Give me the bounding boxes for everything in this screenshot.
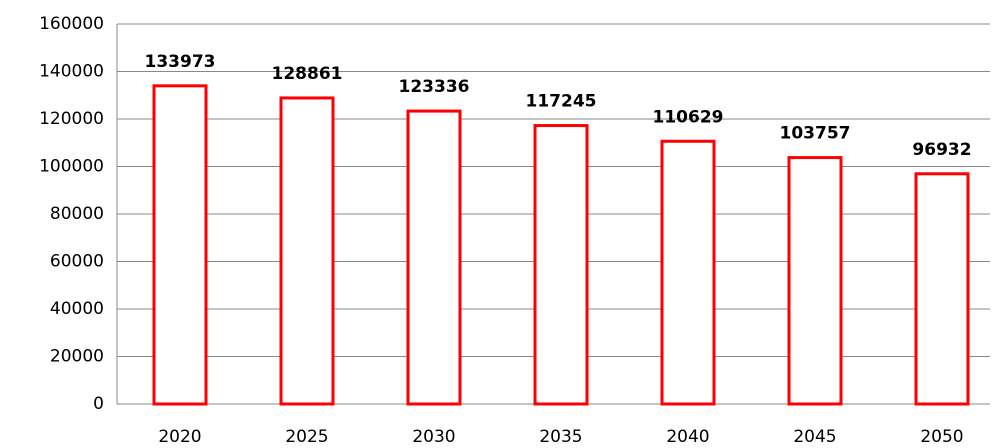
- y-tick-label: 60000: [50, 252, 104, 272]
- y-tick-label: 160000: [39, 14, 104, 34]
- bar: [660, 139, 716, 406]
- data-label: 123336: [399, 77, 470, 97]
- data-label: 110629: [653, 107, 724, 127]
- x-tick-label: 2030: [412, 427, 455, 447]
- y-tick-label: 120000: [39, 109, 104, 129]
- y-tick-label: 40000: [50, 299, 104, 319]
- x-tick-label: 2050: [920, 427, 963, 447]
- y-tick-label: 140000: [39, 62, 104, 82]
- bar: [152, 84, 208, 406]
- y-tick-label: 0: [93, 394, 104, 414]
- data-label: 103757: [780, 124, 851, 144]
- bar: [914, 172, 970, 406]
- bar: [533, 124, 589, 406]
- y-tick-label: 80000: [50, 204, 104, 224]
- x-tick-label: 2040: [666, 427, 709, 447]
- data-label: 96932: [912, 140, 971, 160]
- x-tick-label: 2025: [285, 427, 328, 447]
- bar: [279, 96, 335, 406]
- data-label: 128861: [272, 64, 343, 84]
- data-label: 133973: [145, 52, 216, 72]
- y-tick-label: 20000: [50, 347, 104, 367]
- x-tick-label: 2035: [539, 427, 582, 447]
- bar: [787, 156, 843, 406]
- x-tick-label: 2020: [158, 427, 201, 447]
- data-label: 117245: [526, 92, 597, 112]
- bar: [406, 109, 462, 406]
- x-tick-label: 2045: [793, 427, 836, 447]
- y-tick-label: 100000: [39, 157, 104, 177]
